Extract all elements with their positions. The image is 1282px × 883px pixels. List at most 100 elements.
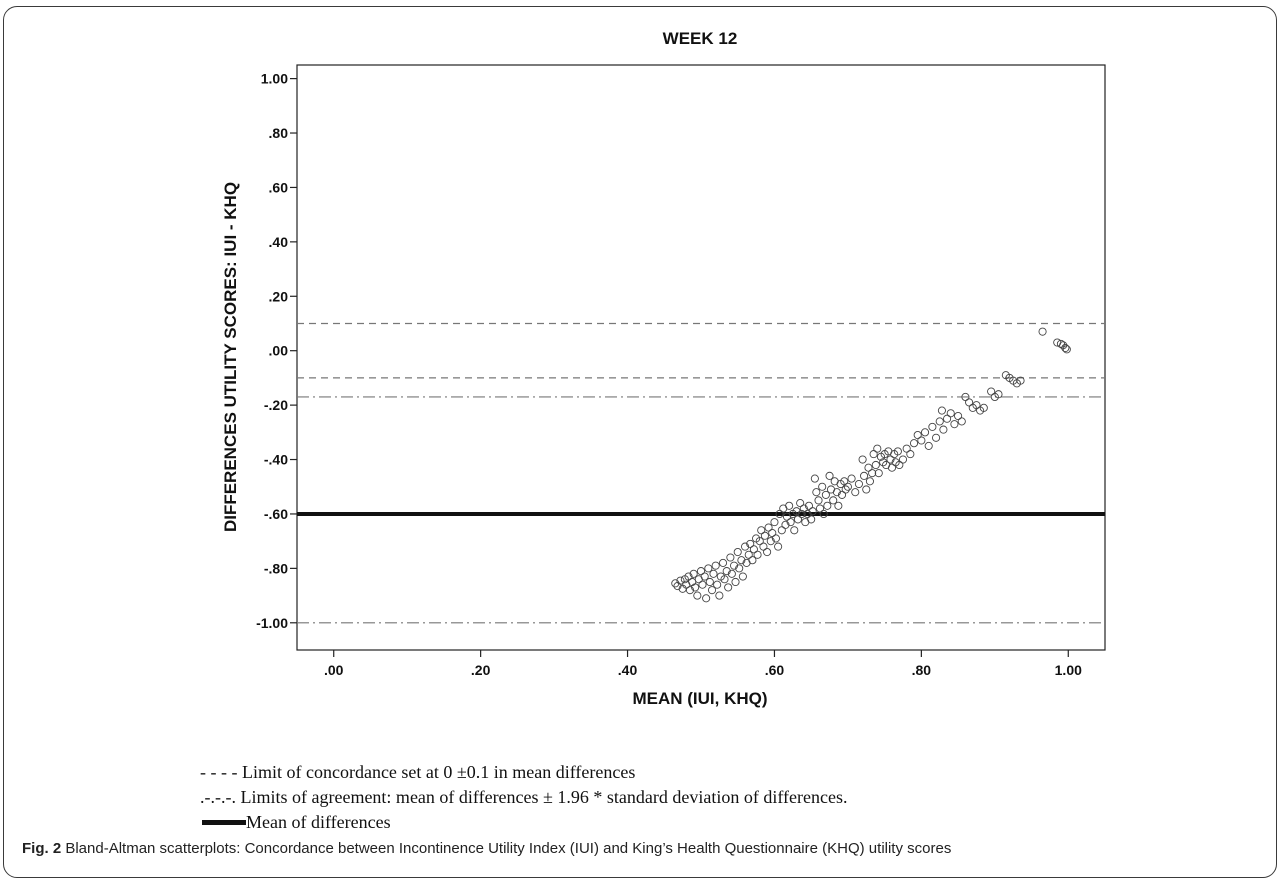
x-axis: .00 .20 .40 .60 .80 1.00 (324, 650, 1082, 678)
data-point (709, 569, 718, 578)
data-point (887, 463, 897, 472)
data-point (684, 572, 693, 581)
data-point (704, 564, 713, 573)
legend-mean: Mean of differences (200, 810, 847, 835)
data-point (808, 507, 817, 516)
data-point (898, 455, 908, 464)
legend-concordance: - - - - Limit of concordance set at 0 ±0… (200, 760, 847, 785)
data-point (819, 509, 828, 519)
data-point (804, 501, 814, 510)
data-point (879, 458, 888, 467)
y-tick-label: .60 (269, 179, 289, 195)
data-point (902, 444, 911, 453)
data-point (685, 586, 695, 595)
chart-title: WEEK 12 (663, 29, 738, 48)
figure-caption: Fig. 2 Bland-Altman scatterplots: Concor… (22, 840, 951, 857)
data-point (994, 390, 1003, 399)
data-point (939, 425, 948, 434)
data-point (832, 488, 841, 497)
data-point (935, 417, 944, 426)
data-point (937, 406, 946, 415)
y-tick-label: -.60 (264, 506, 288, 522)
data-point (753, 550, 762, 559)
legend-concordance-text: Limit of concordance set at 0 ±0.1 in me… (241, 762, 636, 782)
data-point (815, 504, 825, 513)
data-point (770, 518, 779, 527)
data-point (943, 414, 952, 423)
data-point (895, 460, 904, 470)
x-tick-label: .00 (324, 662, 344, 678)
data-point (886, 455, 895, 464)
data-point (722, 567, 731, 576)
legend-concordance-marker: - - - - (200, 762, 238, 782)
data-point (965, 398, 974, 407)
data-point (702, 594, 711, 603)
data-point (737, 556, 746, 565)
data-point (946, 409, 955, 418)
data-point (860, 471, 869, 480)
data-point (793, 515, 803, 524)
data-point (979, 403, 988, 412)
data-point (796, 499, 805, 508)
data-point (693, 591, 702, 600)
data-point (705, 577, 714, 587)
legend-mean-text: Mean of differences (246, 812, 391, 832)
data-point (715, 591, 724, 600)
data-point (909, 439, 919, 448)
x-tick-label: .40 (618, 662, 638, 678)
y-tick-label: .40 (269, 234, 289, 250)
data-point (775, 509, 784, 519)
data-point (718, 558, 728, 567)
data-point (825, 471, 834, 480)
data-point (735, 564, 744, 573)
data-point (954, 411, 963, 421)
data-point (841, 485, 850, 494)
figure-caption-text: Bland-Altman scatterplots: Concordance b… (65, 840, 952, 857)
x-tick-label: .60 (765, 662, 785, 678)
x-tick-label: .20 (471, 662, 491, 678)
reference-lines (297, 322, 1105, 624)
data-point (961, 392, 970, 402)
data-point (893, 447, 902, 456)
data-point (871, 460, 880, 470)
data-point (873, 444, 882, 453)
data-point (676, 576, 685, 585)
data-point (812, 488, 821, 497)
data-point (689, 569, 698, 578)
legend-agreement-text: Limits of agreement: mean of differences… (240, 787, 848, 807)
data-point (738, 572, 747, 581)
y-tick-label: .20 (269, 288, 289, 304)
legend: - - - - Limit of concordance set at 0 ±0… (200, 760, 847, 835)
data-point (810, 474, 819, 483)
data-point (700, 572, 709, 581)
data-point (803, 509, 812, 519)
data-point (932, 433, 941, 442)
data-point (774, 542, 783, 551)
data-point (790, 526, 799, 535)
data-point (792, 507, 801, 516)
data-point (766, 537, 775, 546)
data-point (748, 556, 757, 565)
data-point (691, 583, 700, 592)
data-point (1062, 345, 1071, 354)
data-point (957, 417, 966, 426)
data-point (759, 542, 768, 551)
data-point (730, 561, 739, 570)
data-point (924, 441, 933, 450)
data-point (707, 586, 717, 595)
data-point (713, 580, 722, 589)
data-point (864, 463, 873, 472)
x-axis-label: MEAN (IUI, KHQ) (632, 689, 767, 708)
legend-agreement-marker: .-.-.-. (200, 787, 236, 807)
data-point (874, 469, 883, 478)
y-tick-label: -1.00 (256, 615, 288, 631)
data-point (771, 534, 780, 543)
data-point (781, 520, 790, 529)
data-point (755, 537, 764, 546)
data-point (785, 501, 794, 510)
data-point (749, 545, 758, 554)
data-point (854, 479, 863, 489)
y-tick-label: -.20 (264, 397, 288, 413)
data-point (727, 569, 736, 578)
